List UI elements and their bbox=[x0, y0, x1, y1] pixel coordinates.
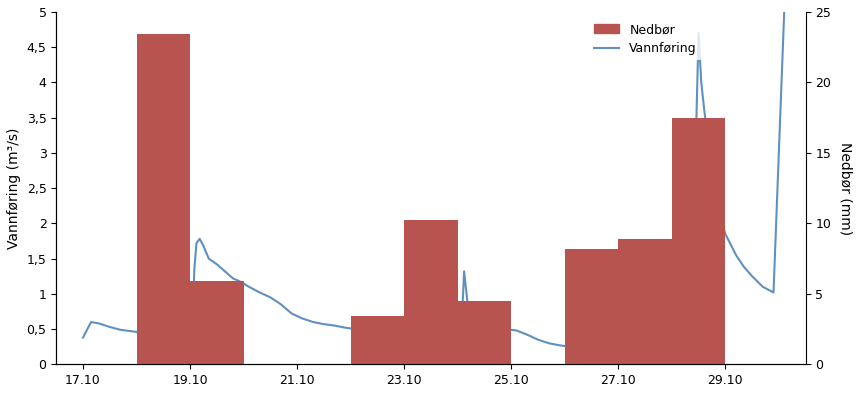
Legend: Nedbør, Vannføring: Nedbør, Vannføring bbox=[589, 18, 702, 60]
Y-axis label: Nedbør (mm): Nedbør (mm) bbox=[838, 141, 852, 235]
Bar bbox=[190, 281, 244, 364]
Bar bbox=[350, 316, 404, 364]
Bar bbox=[458, 301, 511, 364]
Bar bbox=[137, 35, 190, 364]
Bar bbox=[404, 220, 458, 364]
Bar bbox=[618, 239, 672, 364]
Bar bbox=[564, 249, 618, 364]
Y-axis label: Vannføring (m³/s): Vannføring (m³/s) bbox=[7, 127, 21, 249]
Bar bbox=[672, 118, 725, 364]
